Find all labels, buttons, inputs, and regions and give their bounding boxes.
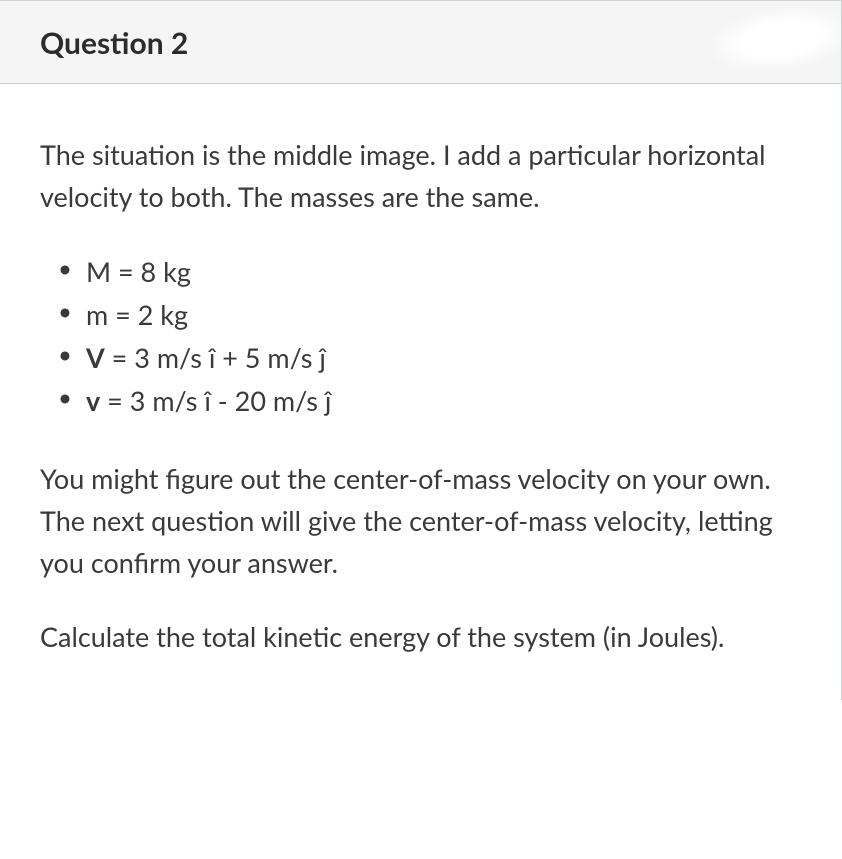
value: = 8 kg (111, 255, 191, 288)
symbol: M (86, 255, 111, 288)
symbol: v (86, 384, 100, 417)
hint-paragraph: You might figure out the center-of-mass … (40, 458, 801, 584)
given-values-list: M = 8 kg m = 2 kg V = 3 m/s î + 5 m/s ĵ … (40, 250, 801, 423)
symbol: m (86, 298, 108, 331)
question-body: The situation is the middle image. I add… (0, 84, 841, 700)
question-header: Question 2 (0, 1, 841, 84)
symbol: V (86, 341, 105, 374)
list-item: v = 3 m/s î - 20 m/s ĵ (86, 379, 801, 422)
value: = 2 kg (108, 298, 188, 331)
value: = 3 m/s î + 5 m/s ĵ (105, 341, 326, 374)
list-item: M = 8 kg (86, 250, 801, 293)
intro-paragraph: The situation is the middle image. I add… (40, 134, 801, 218)
prompt-paragraph: Calculate the total kinetic energy of th… (40, 616, 801, 658)
list-item: V = 3 m/s î + 5 m/s ĵ (86, 336, 801, 379)
value: = 3 m/s î - 20 m/s ĵ (100, 384, 331, 417)
list-item: m = 2 kg (86, 293, 801, 336)
question-card: Question 2 The situation is the middle i… (0, 0, 842, 700)
question-title: Question 2 (40, 25, 801, 61)
